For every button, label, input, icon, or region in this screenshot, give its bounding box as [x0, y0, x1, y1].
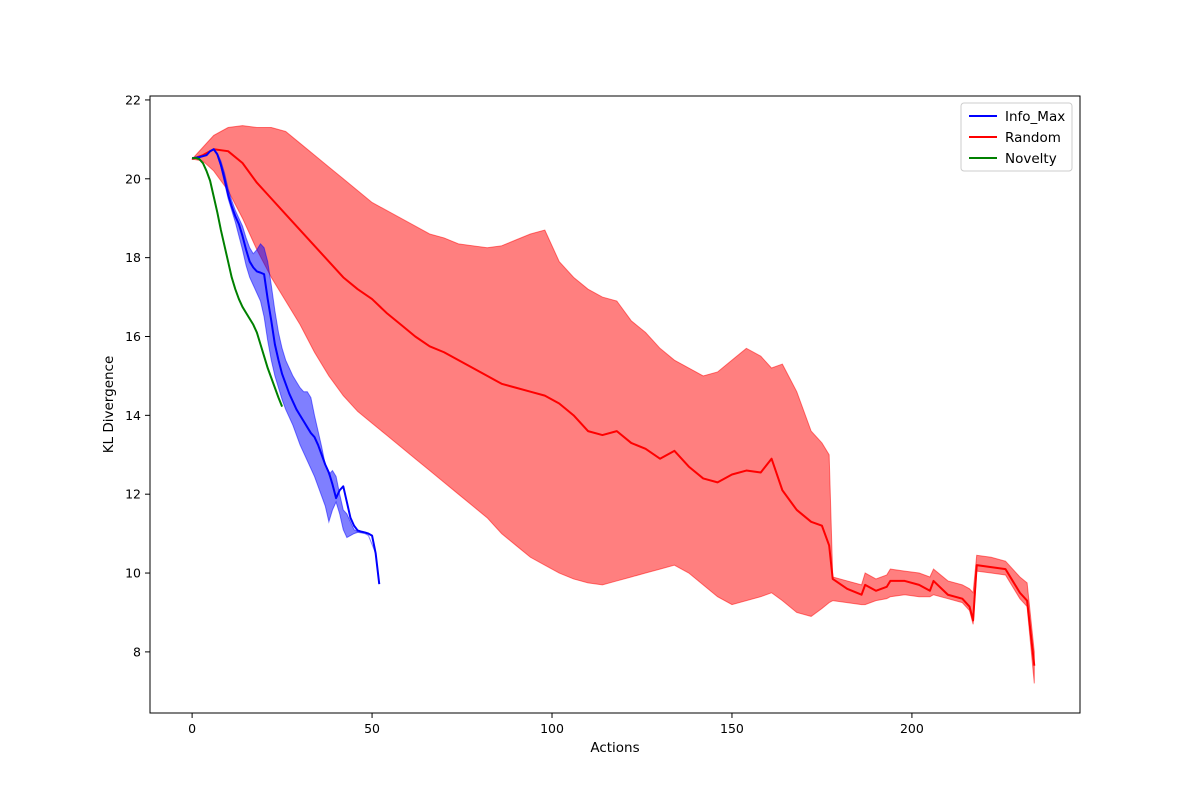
y-axis-label: KL Divergence	[101, 356, 117, 454]
random-line	[191, 148, 1036, 666]
y-tick-label: 22	[125, 92, 141, 107]
series-lines	[191, 148, 1036, 666]
x-axis-label: Actions	[590, 740, 639, 756]
y-tick-label: 12	[125, 487, 141, 502]
legend-label: Random	[1005, 130, 1061, 146]
plot-frame	[149, 95, 1081, 714]
y-tick-label: 8	[133, 644, 141, 659]
legend-label: Novelty	[1005, 151, 1057, 167]
x-tick-label: 200	[900, 721, 924, 736]
x-tick-label: 150	[720, 721, 744, 736]
y-tick-label: 14	[125, 408, 141, 423]
info-max-line	[191, 148, 381, 585]
y-tick-label: 16	[125, 329, 141, 344]
legend-box	[960, 102, 1073, 172]
x-axis: 0 50 100 150 200	[188, 713, 924, 736]
novelty-line	[192, 156, 284, 408]
y-tick-label: 18	[125, 250, 141, 265]
y-tick-label: 10	[125, 566, 141, 581]
random-band	[191, 125, 1035, 684]
y-axis: 8 10 12 14 16 18 20 22	[125, 92, 150, 659]
y-tick-label: 20	[125, 171, 141, 186]
legend: Info_Max Random Novelty	[960, 102, 1073, 172]
legend-label: Info_Max	[1005, 109, 1065, 125]
x-tick-label: 50	[364, 721, 380, 736]
x-tick-label: 0	[188, 721, 196, 736]
x-tick-label: 100	[540, 721, 564, 736]
